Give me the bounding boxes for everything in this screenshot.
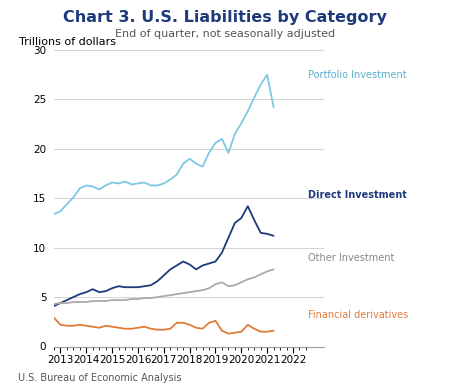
Text: Portfolio Investment: Portfolio Investment: [309, 70, 407, 80]
Text: U.S. Bureau of Economic Analysis: U.S. Bureau of Economic Analysis: [18, 373, 181, 383]
Text: Chart 3. U.S. Liabilities by Category: Chart 3. U.S. Liabilities by Category: [63, 10, 387, 25]
Text: Other Investment: Other Investment: [309, 253, 395, 263]
Text: End of quarter, not seasonally adjusted: End of quarter, not seasonally adjusted: [115, 29, 335, 39]
Text: Trillions of dollars: Trillions of dollars: [19, 37, 116, 47]
Text: Financial derivatives: Financial derivatives: [309, 310, 409, 320]
Text: Direct Investment: Direct Investment: [309, 190, 407, 200]
